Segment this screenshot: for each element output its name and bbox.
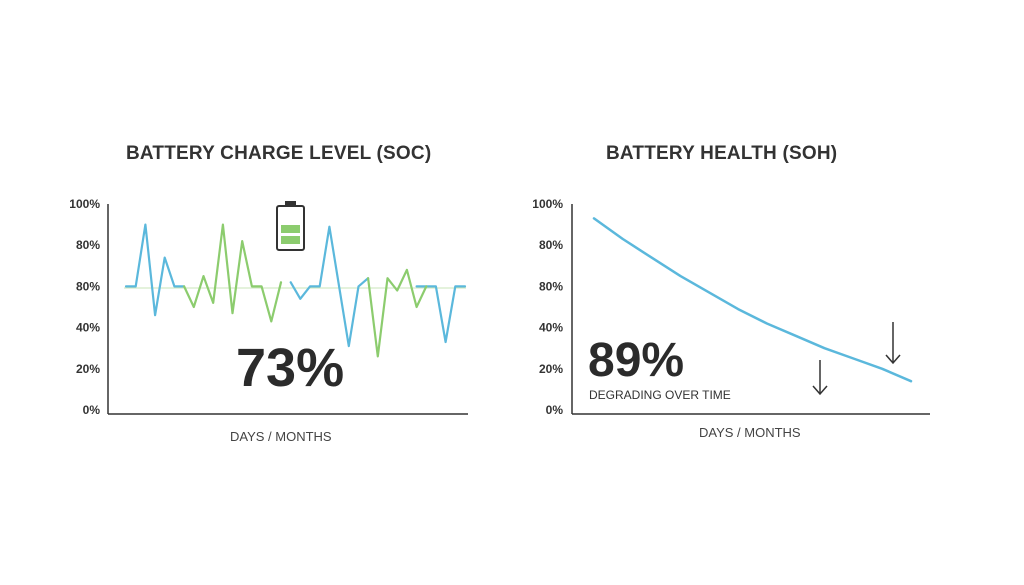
soh-annotation: DEGRADING OVER TIME [589, 388, 731, 402]
arrow-down-icon [885, 322, 901, 365]
soh-big-value: 89% [588, 334, 684, 387]
soc-y-tick-label: 80% [76, 238, 100, 252]
soh-y-tick-label: 80% [539, 279, 563, 293]
soc-chart-title: BATTERY CHARGE LEVEL (SOC) [126, 143, 432, 164]
soc-y-tick-label: 20% [76, 362, 100, 376]
soh-y-tick-label: 0% [546, 403, 564, 417]
soc-y-tick-label: 0% [83, 403, 101, 417]
battery-icon [276, 201, 305, 251]
soc-series-line-0 [124, 223, 467, 348]
soc-y-tick-label: 100% [69, 197, 100, 211]
soh-chart-title: BATTERY HEALTH (SOH) [606, 143, 838, 164]
soh-series-line-0 [592, 217, 913, 383]
soc-big-value: 73% [236, 338, 344, 398]
arrow-down-icon [812, 360, 828, 396]
soh-x-label: DAYS / MONTHS [699, 425, 801, 440]
soh-y-tick-label: 100% [532, 197, 563, 211]
soc-y-tick-label: 40% [76, 321, 100, 335]
soc-x-label: DAYS / MONTHS [230, 429, 332, 444]
soc-y-tick-label: 80% [76, 279, 100, 293]
soc-series-line-1 [183, 223, 428, 358]
soh-y-tick-label: 80% [539, 238, 563, 252]
soh-y-tick-label: 20% [539, 362, 563, 376]
soh-y-tick-label: 40% [539, 321, 563, 335]
